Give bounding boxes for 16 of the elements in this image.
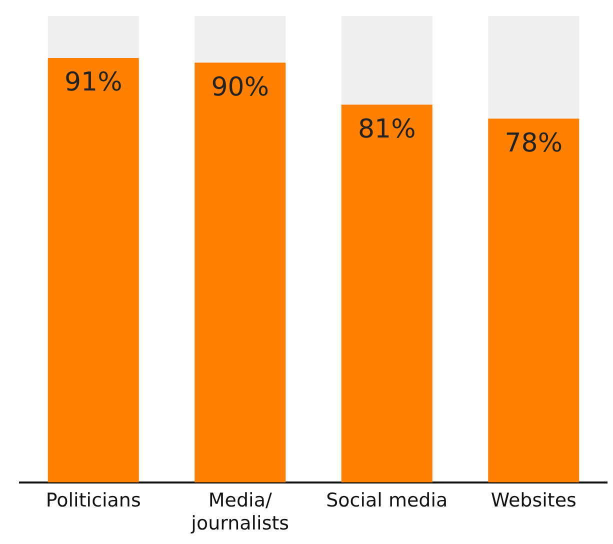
data-label: 90%: [211, 72, 270, 102]
bar: [194, 62, 286, 482]
data-label: 81%: [358, 114, 416, 144]
data-label: 78%: [504, 128, 563, 158]
bar: [341, 104, 432, 482]
x-tick-label: Social media: [326, 490, 448, 512]
bar: [488, 118, 580, 482]
x-tick-label: Politicians: [46, 490, 141, 512]
x-tick-label: Websites: [490, 490, 576, 512]
bar: [48, 58, 139, 482]
data-label: 91%: [64, 68, 122, 98]
bar: [48, 16, 139, 58]
bar: [488, 16, 580, 119]
x-tick-label: Media/ journalists: [190, 490, 290, 535]
bar: [194, 16, 286, 63]
bar: [341, 16, 432, 105]
